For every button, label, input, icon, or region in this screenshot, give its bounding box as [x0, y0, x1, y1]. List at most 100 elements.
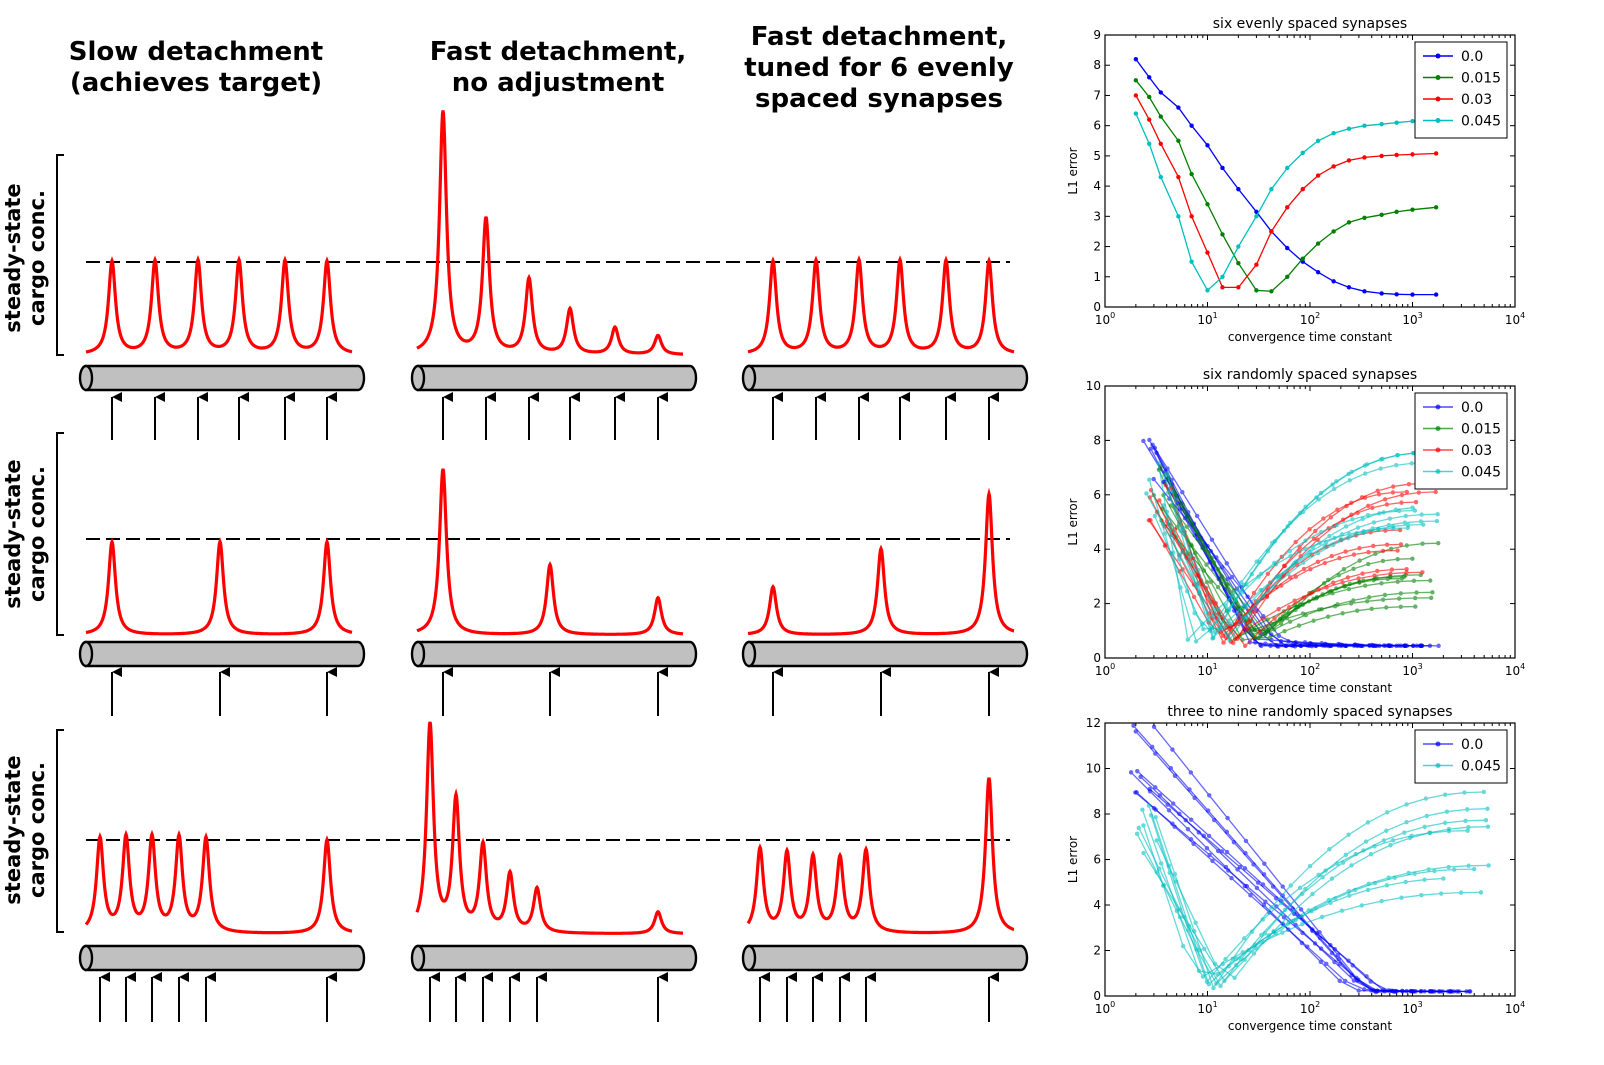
data-point [1352, 887, 1358, 893]
data-point [1358, 643, 1363, 648]
data-point [1356, 988, 1361, 993]
data-point [1220, 274, 1225, 279]
concentration-trace [85, 255, 353, 354]
data-point [1362, 583, 1368, 588]
data-point [1307, 863, 1313, 869]
data-point [1399, 500, 1404, 505]
data-point [1349, 863, 1354, 868]
series-line [1136, 817, 1489, 989]
data-point [1344, 503, 1349, 509]
data-point [1224, 849, 1230, 855]
data-point [1258, 633, 1263, 638]
data-point [1158, 174, 1163, 180]
neurite-end-cap [410, 364, 426, 392]
data-point [1343, 852, 1349, 858]
data-point [1346, 531, 1352, 537]
series-line [1134, 831, 1477, 986]
data-point [1200, 974, 1206, 979]
x-tick-label: 101 [1197, 662, 1217, 678]
data-point [1363, 471, 1368, 476]
legend-marker [1435, 469, 1441, 474]
data-point [1351, 566, 1356, 571]
data-point [1485, 806, 1490, 811]
data-point [1310, 891, 1315, 897]
data-point [1380, 558, 1386, 564]
neurite-end-cap [78, 944, 94, 972]
data-point [1204, 579, 1210, 585]
data-point [1158, 141, 1163, 146]
data-point [1218, 983, 1223, 989]
y-tick-label: 12 [1086, 716, 1101, 730]
data-point [1394, 209, 1399, 214]
data-point [1284, 616, 1290, 621]
data-point [1218, 581, 1224, 586]
data-point [1176, 138, 1181, 143]
data-point [1471, 866, 1477, 872]
data-point [1242, 866, 1248, 871]
data-point [1209, 537, 1215, 542]
data-point [1244, 582, 1249, 587]
data-point [1176, 105, 1181, 110]
concentration-trace [415, 721, 683, 935]
data-point [1412, 871, 1417, 876]
data-point [1207, 852, 1212, 858]
data-point [1331, 279, 1336, 284]
data-point [1194, 584, 1199, 589]
y-axis-label: L1 error [1066, 147, 1080, 194]
data-point [1282, 628, 1287, 634]
data-point [1448, 989, 1454, 994]
data-point [1346, 126, 1352, 131]
data-point [1340, 860, 1346, 865]
data-point [1351, 552, 1357, 557]
plot-frame [1104, 385, 1516, 659]
data-point [1406, 481, 1412, 487]
data-point [1280, 930, 1285, 935]
data-point [1283, 643, 1289, 649]
data-point [1215, 584, 1221, 590]
data-point [1412, 595, 1418, 601]
data-point [1147, 94, 1152, 100]
data-point [1332, 535, 1337, 541]
data-point [1196, 968, 1202, 974]
data-point [1144, 491, 1149, 496]
data-point [1404, 820, 1409, 825]
data-point [1238, 956, 1244, 962]
data-point [1319, 914, 1325, 920]
data-point [1292, 598, 1297, 603]
data-point [1171, 801, 1176, 806]
data-point [1420, 541, 1425, 546]
y-tick-label: 9 [1093, 28, 1101, 42]
data-point [1409, 988, 1415, 994]
data-point [1467, 989, 1473, 994]
data-point [1206, 981, 1212, 987]
data-point [1254, 209, 1259, 214]
legend-marker [1435, 96, 1441, 102]
data-point [1387, 643, 1393, 648]
legend-box [1414, 41, 1508, 139]
data-point [1397, 527, 1403, 533]
data-point [1403, 879, 1408, 885]
data-point [1361, 529, 1366, 534]
data-point [1288, 575, 1293, 580]
data-point [1305, 944, 1310, 949]
data-point [1259, 932, 1264, 938]
data-point [1301, 560, 1306, 565]
data-point [1296, 623, 1302, 628]
data-point [1332, 603, 1338, 609]
data-point [1452, 867, 1457, 872]
data-point [1224, 829, 1230, 835]
data-point [1485, 824, 1491, 829]
data-point [1188, 542, 1194, 547]
data-point [1335, 952, 1341, 958]
data-point [1392, 875, 1397, 880]
data-point [1243, 838, 1249, 844]
data-point [1436, 540, 1441, 546]
data-point [1189, 259, 1194, 264]
series-line [1138, 774, 1473, 994]
neurite-end-cap [410, 640, 426, 668]
series-line [1152, 450, 1432, 632]
data-point [1162, 473, 1167, 478]
data-point [1211, 560, 1217, 565]
data-point [1158, 861, 1164, 866]
data-point [1398, 604, 1403, 610]
